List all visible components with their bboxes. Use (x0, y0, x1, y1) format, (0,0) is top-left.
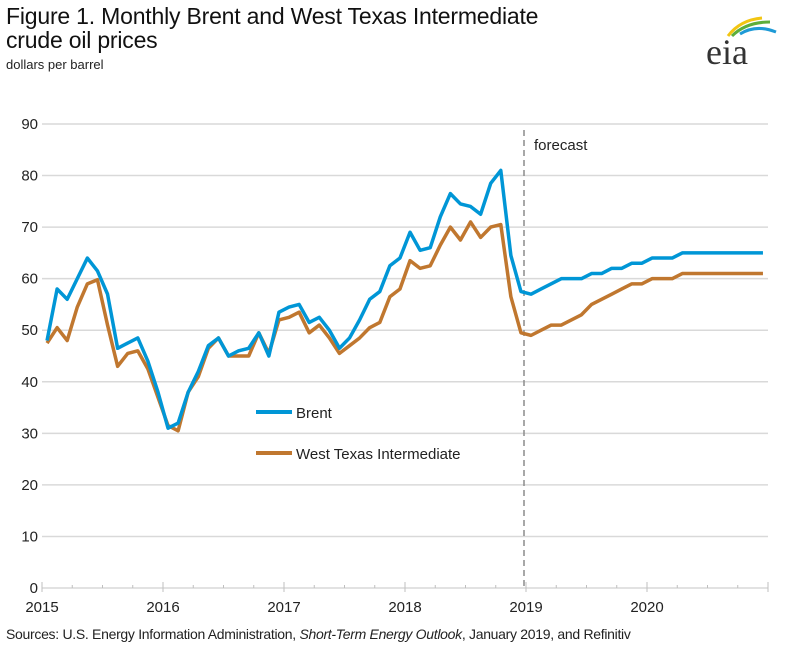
y-tick-label: 80 (21, 168, 38, 185)
x-tick-label: 2020 (630, 599, 663, 616)
y-tick-label: 70 (21, 219, 38, 236)
line-chart: 0 10 20 30 40 50 60 70 80 90 2015 2016 2017 2018 2019… (21, 116, 769, 616)
eia-logo-text: eia (706, 32, 748, 70)
source-suffix: , January 2019, and Refinitiv (461, 626, 631, 642)
chart-title-line-2: crude oil prices (6, 27, 158, 53)
x-tick-label: 2018 (388, 599, 421, 616)
legend-wti-label: West Texas Intermediate (296, 446, 461, 463)
y-tick-label: 50 (21, 322, 38, 339)
x-tick-label: 2017 (267, 599, 300, 616)
y-axis-ticks: 0 10 20 30 40 50 60 70 80 90 (21, 116, 38, 597)
y-tick-label: 30 (21, 425, 38, 442)
y-tick-label: 0 (30, 580, 38, 597)
chart-title: Figure 1. Monthly Brent and West Texas I… (6, 4, 538, 52)
legend: Brent West Texas Intermediate (256, 405, 461, 463)
source-prefix: Sources: U.S. Energy Information Adminis… (6, 626, 300, 642)
chart-subtitle: dollars per barrel (6, 57, 104, 72)
forecast-label: forecast (534, 137, 588, 154)
x-tick-label: 2019 (509, 599, 542, 616)
eia-logo-icon: eia (706, 16, 777, 70)
series-line-west-texas-intermediate (45, 220, 763, 433)
legend-brent-label: Brent (296, 405, 333, 422)
y-tick-label: 20 (21, 477, 38, 494)
y-tick-label: 10 (21, 528, 38, 545)
gridlines (42, 123, 768, 538)
source-note: Sources: U.S. Energy Information Adminis… (6, 625, 766, 644)
y-tick-label: 40 (21, 374, 38, 391)
chart-title-line-1: Figure 1. Monthly Brent and West Texas I… (6, 3, 539, 29)
series-lines (45, 168, 763, 433)
y-tick-label: 60 (21, 271, 38, 288)
y-tick-label: 90 (21, 116, 38, 133)
source-publication: Short-Term Energy Outlook (299, 626, 462, 642)
x-tick-label: 2016 (146, 599, 179, 616)
series-line-brent (45, 168, 763, 430)
x-axis: 2015 2016 2017 2018 2019 2020 (25, 582, 769, 616)
x-tick-label: 2015 (25, 599, 58, 616)
